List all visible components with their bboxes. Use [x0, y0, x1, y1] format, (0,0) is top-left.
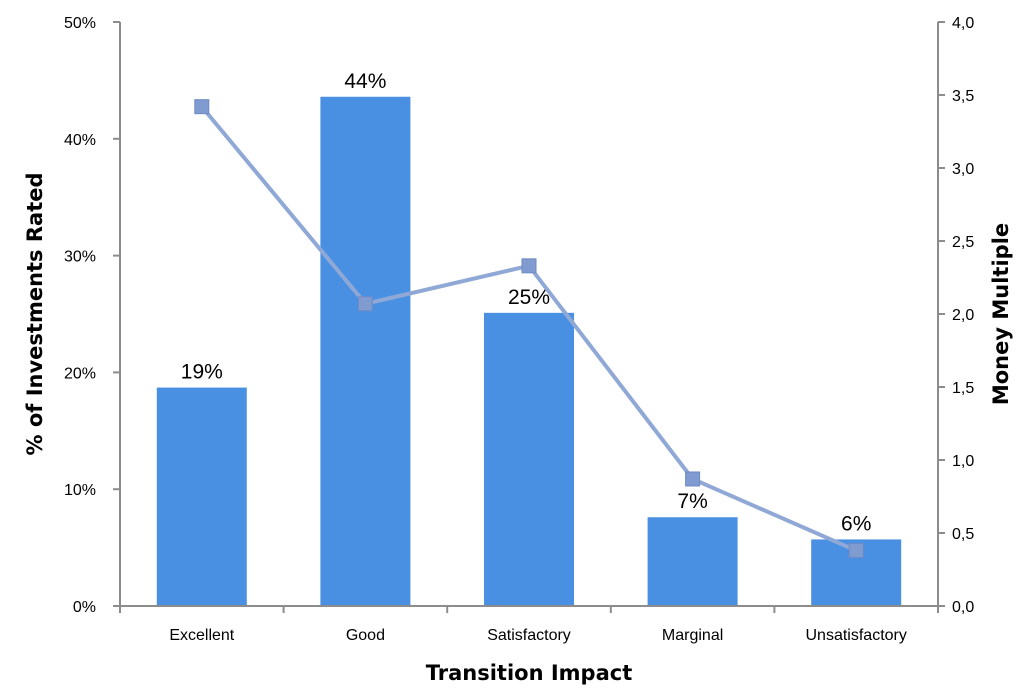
left-y-tick-label: 20%: [64, 365, 96, 382]
x-category-label: Excellent: [169, 627, 234, 644]
bar: [320, 96, 411, 606]
x-category-label: Unsatisfactory: [806, 627, 907, 644]
left-y-tick-label: 50%: [64, 15, 96, 32]
line-series: [194, 99, 864, 559]
bar: [484, 312, 574, 606]
right-y-tick-label: 3,0: [952, 161, 974, 178]
bar-data-labels: 19% 44% 25% 7% 6%: [181, 70, 872, 536]
x-category-label: Good: [346, 627, 385, 644]
left-y-ticks: 0% 10% 20% 30% 40% 50%: [64, 15, 120, 616]
bar-series: [156, 96, 902, 606]
left-y-tick-label: 0%: [73, 599, 96, 616]
line-marker: [521, 258, 537, 274]
left-y-tick-label: 10%: [64, 482, 96, 499]
bar-data-label: 44%: [344, 70, 386, 93]
bar-data-label: 6%: [841, 512, 871, 535]
bar-data-label: 7%: [677, 490, 707, 513]
line-marker: [685, 471, 701, 487]
right-y-ticks: 0,0 0,5 1,0 1,5 2,0 2,5 3,0 3,5 4,0: [938, 15, 974, 616]
right-y-tick-label: 3,5: [952, 88, 974, 105]
x-category-label: Satisfactory: [487, 627, 571, 644]
bar-data-label: 19%: [181, 361, 223, 384]
left-y-tick-label: 30%: [64, 249, 96, 266]
right-y-tick-label: 4,0: [952, 15, 974, 32]
right-y-tick-label: 0,0: [952, 599, 974, 616]
bar-data-label: 25%: [508, 286, 550, 309]
right-y-tick-label: 1,0: [952, 453, 974, 470]
line-marker: [194, 99, 210, 115]
right-y-tick-label: 1,5: [952, 380, 974, 397]
left-y-axis-title: % of Investments Rated: [23, 172, 47, 455]
right-y-tick-label: 0,5: [952, 526, 974, 543]
right-y-tick-label: 2,0: [952, 307, 974, 324]
x-category-label: Marginal: [662, 627, 723, 644]
left-y-tick-label: 40%: [64, 132, 96, 149]
right-y-axis-title: Money Multiple: [989, 223, 1013, 405]
line-marker: [357, 296, 373, 312]
bar: [156, 387, 247, 606]
line-marker: [848, 543, 864, 559]
bar: [647, 517, 738, 606]
x-axis-title: Transition Impact: [426, 661, 633, 685]
x-ticks: Excellent Good Satisfactory Marginal Unsatis…: [119, 606, 939, 644]
right-y-tick-label: 2,5: [952, 234, 974, 251]
